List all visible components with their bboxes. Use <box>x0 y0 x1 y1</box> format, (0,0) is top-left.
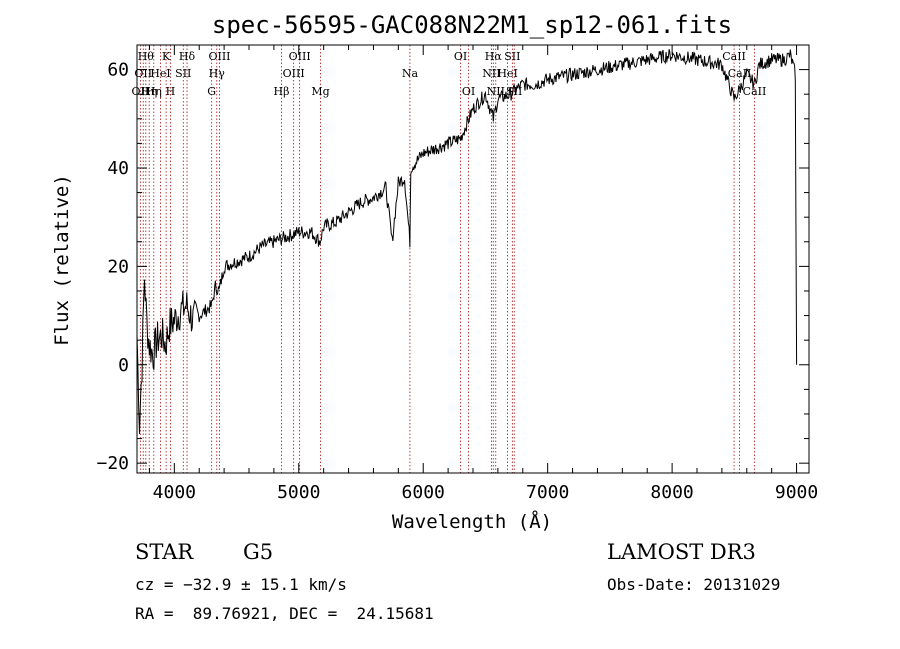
line-label-28: CaII <box>743 85 767 98</box>
line-label-10: G <box>207 85 216 98</box>
line-label-19: OI <box>462 85 475 98</box>
y-axis-label: Flux (relative) <box>51 174 73 346</box>
object-subclass: G5 <box>243 540 274 564</box>
line-label-3: Hη <box>141 85 157 98</box>
line-label-21: Hα <box>485 50 503 63</box>
line-label-18: OI <box>454 50 467 63</box>
line-label-15: OIII <box>289 50 311 63</box>
line-label-4: Hη <box>146 85 162 98</box>
line-label-8: SII <box>175 67 191 80</box>
line-label-5: HeI <box>150 67 170 80</box>
x-tick-label-2: 6000 <box>402 482 445 503</box>
line-label-26: CaII <box>722 50 746 63</box>
y-tick-label-1: 0 <box>118 355 129 376</box>
x-tick-label-4: 8000 <box>650 482 693 503</box>
line-label-17: Na <box>402 67 419 80</box>
line-label-23: HeI <box>497 67 517 80</box>
y-axis: −20 0 20 40 60 <box>96 60 809 474</box>
y-tick-label-4: 60 <box>107 60 129 81</box>
y-tick-label-3: 40 <box>107 158 129 179</box>
x-tick-label-3: 7000 <box>526 482 569 503</box>
line-label-24: SII <box>504 50 520 63</box>
line-label-0: OII <box>132 85 150 98</box>
line-label-1: OII <box>134 67 152 80</box>
x-axis-label: Wavelength (Å) <box>392 510 552 533</box>
y-tick-label-2: 20 <box>107 256 129 277</box>
survey-name: LAMOST DR3 <box>607 540 756 564</box>
object-class: STAR <box>135 540 194 564</box>
line-label-20: NII <box>482 67 500 80</box>
line-label-12: OIII <box>208 50 230 63</box>
line-label-9: Hδ <box>179 50 196 63</box>
chart-title: spec-56595-GAC088N22M1_sp12-061.fits <box>212 11 732 39</box>
spectrum-line <box>136 49 798 434</box>
x-axis: 4000 5000 6000 7000 8000 9000 <box>148 45 818 503</box>
observation-date: Obs-Date: 20131029 <box>607 575 781 594</box>
line-label-7: H <box>166 85 176 98</box>
x-tick-label-0: 4000 <box>153 482 196 503</box>
line-label-6: K <box>162 50 171 63</box>
line-label-27: CaII <box>728 67 752 80</box>
redshift-readout: cz = −32.9 ± 15.1 km/s <box>135 575 347 594</box>
line-label-16: Mg <box>311 85 329 98</box>
spectral-line-markers <box>139 45 755 473</box>
y-tick-label-0: −20 <box>96 453 129 474</box>
x-tick-label-1: 5000 <box>277 482 320 503</box>
coordinates-readout: RA = 89.76921, DEC = 24.15681 <box>135 604 434 623</box>
x-tick-label-5: 9000 <box>775 482 818 503</box>
line-label-2: Hθ <box>138 50 155 63</box>
line-label-11: Hγ <box>209 67 226 80</box>
line-label-14: OIII <box>283 67 305 80</box>
line-label-13: Hβ <box>274 85 290 98</box>
